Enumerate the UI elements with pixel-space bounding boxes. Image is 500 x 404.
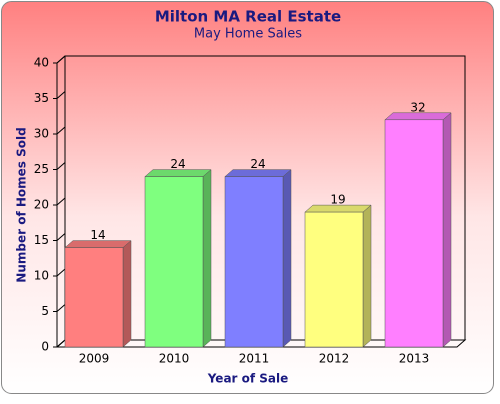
bar [64, 247, 124, 348]
y-tick-depth [56, 55, 66, 64]
y-axis-label: Number of Homes Sold [15, 127, 29, 282]
x-tick-label: 2009 [79, 352, 110, 366]
y-tick-depth [56, 268, 66, 277]
value-label: 32 [410, 100, 425, 114]
bar-side [442, 112, 452, 348]
bar-side [282, 169, 292, 348]
y-tick-label: 15 [34, 233, 49, 247]
y-tick-depth [56, 197, 66, 206]
y-tick-label: 10 [34, 269, 49, 283]
y-tick-label: 25 [34, 162, 49, 176]
y-tick-label: 40 [34, 56, 49, 70]
value-label: 24 [170, 157, 185, 171]
bar-side [122, 240, 132, 348]
y-tick-label: 5 [41, 304, 49, 318]
y-tick-depth [56, 233, 66, 241]
x-tick-label: 2010 [159, 352, 190, 366]
bar [304, 211, 364, 348]
bar-side [362, 204, 372, 348]
bar [384, 119, 444, 348]
y-tick-label: 35 [34, 91, 49, 105]
y-tick-depth [56, 304, 66, 312]
bar [144, 176, 204, 348]
x-tick-label: 2012 [319, 352, 350, 366]
y-tick-label: 0 [41, 340, 49, 354]
x-tick-label: 2011 [239, 352, 270, 366]
y-tick-label: 20 [34, 198, 49, 212]
x-tick-label: 2013 [399, 352, 430, 366]
y-tick-depth [56, 162, 66, 170]
y-tick-depth [56, 126, 66, 135]
value-label: 19 [330, 193, 345, 207]
bar-side [202, 169, 212, 348]
y-tick-depth [56, 91, 66, 99]
value-label: 14 [90, 228, 105, 242]
y-tick-depth [56, 339, 66, 348]
chart-title: Milton MA Real Estate [155, 8, 341, 26]
value-label: 24 [250, 157, 265, 171]
x-axis-label: Year of Sale [207, 372, 289, 386]
bar [224, 176, 284, 348]
y-tick-label: 30 [34, 127, 49, 141]
chart-subtitle: May Home Sales [194, 27, 302, 42]
